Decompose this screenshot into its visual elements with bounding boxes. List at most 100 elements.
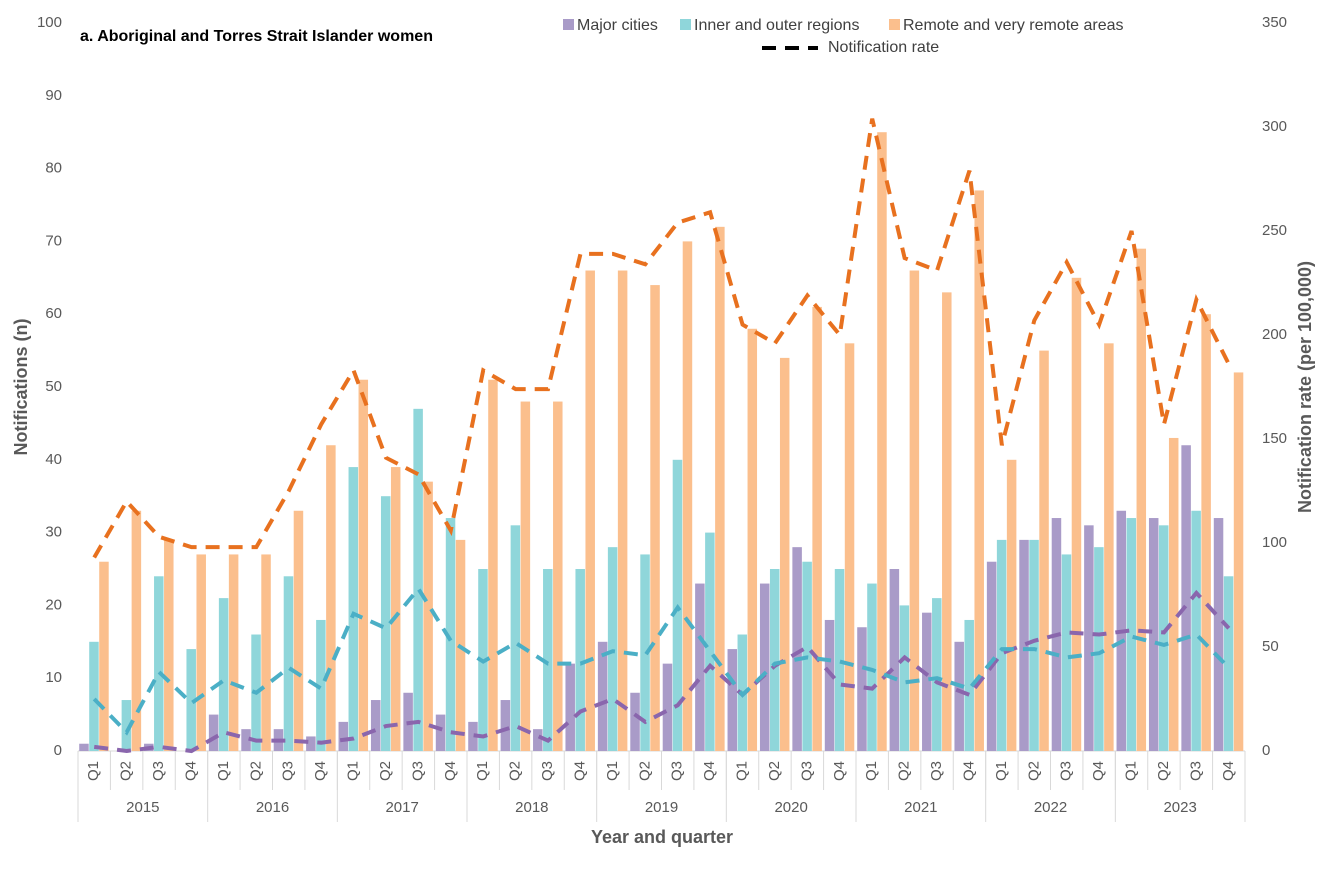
y-tick-label: 60 xyxy=(45,305,62,322)
group-label: 2018 xyxy=(515,799,548,816)
y2-tick-label: 100 xyxy=(1262,534,1287,551)
bar xyxy=(996,539,1007,751)
bar xyxy=(338,721,349,751)
bar xyxy=(857,627,867,751)
legend-swatch xyxy=(563,19,574,30)
bar xyxy=(390,467,401,751)
bar xyxy=(779,357,790,751)
bar xyxy=(565,663,575,751)
bar xyxy=(283,576,294,751)
bar xyxy=(241,729,251,751)
bar xyxy=(1213,518,1224,751)
legend-swatch xyxy=(889,19,900,30)
bar xyxy=(500,700,511,751)
y2-tick-label: 200 xyxy=(1262,326,1287,343)
y2-axis-title: Notification rate (per 100,000) xyxy=(1295,261,1315,513)
x-tick-label: Q2 xyxy=(118,761,135,781)
bar xyxy=(607,547,618,751)
y-tick-label: 100 xyxy=(37,14,62,31)
bar xyxy=(695,583,705,751)
rate-line xyxy=(92,118,1231,559)
bar xyxy=(922,612,932,751)
bar xyxy=(293,510,304,751)
bar xyxy=(79,743,89,751)
x-tick-label: Q4 xyxy=(1090,761,1107,781)
group-label: 2015 xyxy=(126,799,159,816)
bar xyxy=(186,649,196,751)
x-tick-label: Q3 xyxy=(539,761,556,781)
x-tick-label: Q2 xyxy=(507,761,524,781)
bar xyxy=(1126,518,1137,751)
bar xyxy=(954,641,964,751)
bar xyxy=(585,270,595,751)
x-tick-label: Q4 xyxy=(701,761,718,781)
bar xyxy=(1019,539,1029,751)
x-tick-label: Q1 xyxy=(474,761,491,781)
group-label: 2022 xyxy=(1034,799,1067,816)
x-tick-label: Q4 xyxy=(571,761,588,781)
y-tick-label: 10 xyxy=(45,669,62,686)
bar xyxy=(154,576,164,751)
bar xyxy=(99,561,109,751)
bar xyxy=(380,496,391,751)
bar xyxy=(1104,343,1114,751)
bar xyxy=(932,598,942,751)
x-tick-label: Q4 xyxy=(1220,761,1237,781)
bar xyxy=(164,539,174,751)
group-label: 2021 xyxy=(904,799,937,816)
bar xyxy=(747,328,758,751)
rate-line xyxy=(93,589,1231,754)
bar xyxy=(89,641,99,751)
bar xyxy=(1039,350,1049,751)
bar xyxy=(316,619,326,751)
bar xyxy=(445,518,456,751)
y-tick-label: 80 xyxy=(45,160,62,177)
bar xyxy=(510,525,521,751)
bar xyxy=(597,641,608,751)
bar xyxy=(575,569,585,751)
group-label: 2023 xyxy=(1163,799,1196,816)
bar xyxy=(889,569,900,751)
x-tick-label: Q4 xyxy=(960,761,977,781)
x-tick-label: Q2 xyxy=(896,761,913,781)
y-tick-label: 30 xyxy=(45,524,62,541)
bar xyxy=(1201,314,1211,751)
chart-title: a. Aboriginal and Torres Strait Islander… xyxy=(80,28,433,45)
bar xyxy=(1071,277,1082,751)
bar xyxy=(1191,510,1201,751)
bar xyxy=(824,619,835,751)
bar xyxy=(468,721,478,751)
bar xyxy=(792,547,802,751)
bar xyxy=(348,467,359,751)
x-tick-label: Q3 xyxy=(150,761,167,781)
y-tick-label: 50 xyxy=(45,378,62,395)
bar xyxy=(1223,576,1234,751)
x-tick-label: Q4 xyxy=(831,761,848,781)
bar xyxy=(1158,525,1169,751)
y2-tick-label: 300 xyxy=(1262,118,1287,135)
bar xyxy=(617,270,628,751)
bar xyxy=(326,445,336,751)
bar xyxy=(942,292,952,751)
y-tick-label: 0 xyxy=(54,742,62,759)
bar xyxy=(844,343,855,751)
bar xyxy=(727,649,738,751)
bar xyxy=(358,379,369,751)
bar xyxy=(1168,437,1179,751)
x-tick-label: Q3 xyxy=(280,761,297,781)
y2-tick-label: 0 xyxy=(1262,742,1270,759)
x-tick-label: Q2 xyxy=(1155,761,1172,781)
bar xyxy=(1233,372,1244,751)
bar xyxy=(1136,248,1147,751)
bar xyxy=(662,663,673,751)
x-tick-label: Q1 xyxy=(993,761,1010,781)
x-tick-label: Q2 xyxy=(636,761,653,781)
bar xyxy=(1061,554,1072,751)
bar xyxy=(1148,518,1159,751)
y2-tick-label: 350 xyxy=(1262,14,1287,31)
y2-tick-label: 150 xyxy=(1262,430,1287,447)
legend-label: Major cities xyxy=(577,17,658,34)
group-label: 2020 xyxy=(774,799,807,816)
x-tick-label: Q3 xyxy=(928,761,945,781)
bar xyxy=(909,270,920,751)
